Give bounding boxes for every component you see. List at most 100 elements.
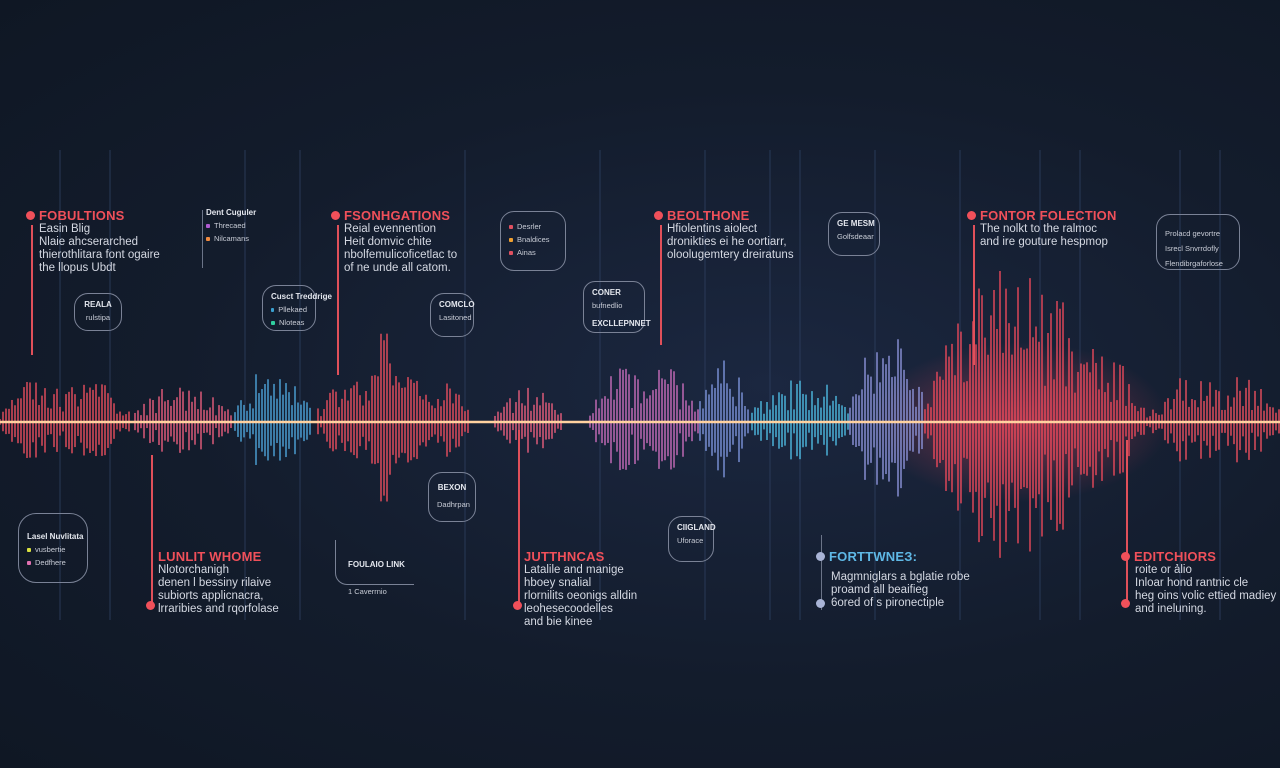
annotation-text: Latalile and manige <box>524 564 624 576</box>
legend-item: Ainas <box>517 248 536 257</box>
callout-bubble-9: Lasel Nuvlitata vusbertie Dedfhere <box>18 513 88 583</box>
annotation-top-4: FONTOR FOLECTION The nolkt to the ralmoc… <box>967 208 1117 249</box>
annotation-text: Nlotorchanigh <box>158 564 229 576</box>
legend-swatch-icon <box>271 320 275 325</box>
annotation-title: LUNLIT WHOME <box>158 549 262 564</box>
marker-dot-icon <box>331 211 340 220</box>
connector-line <box>337 225 339 375</box>
annotation-text: Nlaie ahcserarched <box>39 236 139 248</box>
legend-item: Isrecl Snvrrdofly <box>1165 244 1219 253</box>
annotation-text: heg oins volic ettied madiey <box>1135 590 1277 602</box>
connector-line <box>973 225 975 365</box>
annotation-text: of ne unde all catom. <box>344 262 451 274</box>
callout-bubble-5: Desrler Bnaldices Ainas <box>500 211 566 271</box>
marker-dot-icon <box>513 601 522 610</box>
annotation-title: JUTTHNCAS <box>524 549 605 564</box>
legend-item: Threcaed <box>214 221 246 230</box>
callout-text: Dadhrpan <box>437 500 470 509</box>
legend-swatch-icon <box>509 224 513 229</box>
connector-line <box>821 535 822 610</box>
annotation-bottom-3: FORTTWNEЗ: Magmniglars a bglatie robe pr… <box>816 549 970 610</box>
marker-dot-icon <box>816 552 825 561</box>
callout-bubble-4: COMCLO Lasitoned <box>430 293 475 337</box>
marker-dot-icon <box>967 211 976 220</box>
callout-bubble-8: Prolacd gevortre Isrecl Snvrrdofly Flend… <box>1156 214 1240 270</box>
annotation-text: Inloar hond rantnic cle <box>1135 577 1249 589</box>
callout-title: REALA <box>84 300 112 309</box>
annotation-text: Easin Blig <box>39 223 91 235</box>
annotation-title: BEOLTHONE <box>667 208 750 223</box>
annotation-text: Heit domvic chite <box>344 236 432 248</box>
annotation-text: the llopus Ubdt <box>39 262 116 274</box>
callout-title: CONER <box>592 288 621 297</box>
annotation-text: Hfiolentins aiolect <box>667 223 758 235</box>
annotation-bottom-2: JUTTHNCAS Latalile and manige hboey snal… <box>513 549 637 629</box>
legend-item: Prolacd gevortre <box>1165 229 1221 238</box>
annotation-text: proamd all beaifieg <box>831 584 929 596</box>
annotation-text: subiorts applicnacra, <box>158 590 264 602</box>
legend-item: Flendibrgaforlose <box>1165 259 1223 268</box>
annotation-text: roite or ảlio <box>1135 564 1192 576</box>
callout-text: rulstipa <box>85 313 111 322</box>
callout-title: Cusct Treddrige <box>271 292 332 301</box>
legend-swatch-icon <box>509 250 513 255</box>
callout-text: bufnedlio <box>592 301 623 310</box>
marker-dot-icon <box>1121 599 1130 608</box>
callout-legend-1: Dent Cuguler Threcaed Nilcamans <box>206 208 256 243</box>
annotation-text: thierothlitara font ogaire <box>39 249 160 261</box>
annotation-text: rlornilits oeonigs alldin <box>524 590 638 602</box>
callout-bubble-6: CONER bufnedlio EXCLLEPNNET <box>583 281 651 333</box>
callout-title: CIIGLAND <box>677 523 716 532</box>
marker-dot-icon <box>654 211 663 220</box>
marker-dot-icon <box>1121 552 1130 561</box>
legend-item: Desrler <box>517 222 542 231</box>
legend-swatch-icon <box>509 237 513 242</box>
annotation-title: FONTOR FOLECTION <box>980 208 1117 223</box>
annotation-text: and ineluning. <box>1135 603 1207 615</box>
legend-item: Nilcamans <box>214 234 250 243</box>
annotation-text: nbolfemulicoficetlac to <box>344 249 458 261</box>
annotation-top-1: FOBULTIONS Easin Blig Nlaie ahcserarched… <box>26 208 160 275</box>
legend-swatch-icon <box>271 307 275 312</box>
callout-title: FOULAIO LINK <box>348 560 405 569</box>
connector-line <box>202 210 203 268</box>
annotation-text: leohesecoodelles <box>524 603 613 615</box>
callout-title: EXCLLEPNNET <box>592 319 651 328</box>
annotation-text: oloolugemtery dreiratuns <box>667 249 794 261</box>
annotation-top-3: BEOLTHONE Hfiolentins aiolect dronikties… <box>654 208 794 262</box>
annotation-title: EDITCHIORS <box>1134 549 1217 564</box>
connector-line <box>151 455 153 603</box>
legend-swatch-icon <box>27 547 31 552</box>
annotation-top-2: FSONHGATIONS Reial evennention Heit domv… <box>331 208 457 275</box>
callout-title: GE MESM <box>837 219 875 228</box>
annotation-title: FOBULTIONS <box>39 208 125 223</box>
annotation-bottom-1: LUNLIT WHOME Nlotorchanigh denen l bessi… <box>146 549 279 616</box>
annotation-text: and bie kinee <box>524 616 593 628</box>
annotation-text: and ire gouture hespmop <box>980 236 1108 248</box>
legend-item: Pllekaed <box>278 305 307 314</box>
legend-item: Dedfhere <box>35 558 66 567</box>
callout-title: Dent Cuguler <box>206 208 257 217</box>
legend-swatch-icon <box>206 223 210 228</box>
callout-text: 1 Caverrnio <box>348 587 387 596</box>
callout-bubble-3: Cusct Treddrige Pllekaed Nloteas <box>262 285 332 331</box>
callout-title: COMCLO <box>439 300 475 309</box>
legend-swatch-icon <box>206 236 210 241</box>
annotation-text: denen l bessiny rilaive <box>158 577 272 589</box>
callout-text: Uforace <box>677 536 704 545</box>
legend-swatch-icon <box>27 560 31 565</box>
legend-item: Bnaldices <box>517 235 550 244</box>
annotation-text: hboey snalial <box>524 577 592 589</box>
connector-line <box>1126 440 1128 605</box>
connector-line <box>660 225 662 345</box>
callout-text: Lasitoned <box>439 313 472 322</box>
annotation-text: dronikties ei he oortiarr, <box>667 236 787 248</box>
callout-bubble-10: BEXON Dadhrpan <box>428 472 476 522</box>
callout-bubble-11: FOULAIO LINK 1 Caverrnio <box>335 540 414 596</box>
callout-bubble-7: GE MESM Golfsdeaar <box>828 212 880 256</box>
marker-dot-icon <box>816 599 825 608</box>
annotation-text: lrraribies and rqorfolase <box>158 603 279 615</box>
marker-dot-icon <box>146 601 155 610</box>
callout-title: BEXON <box>437 483 467 492</box>
